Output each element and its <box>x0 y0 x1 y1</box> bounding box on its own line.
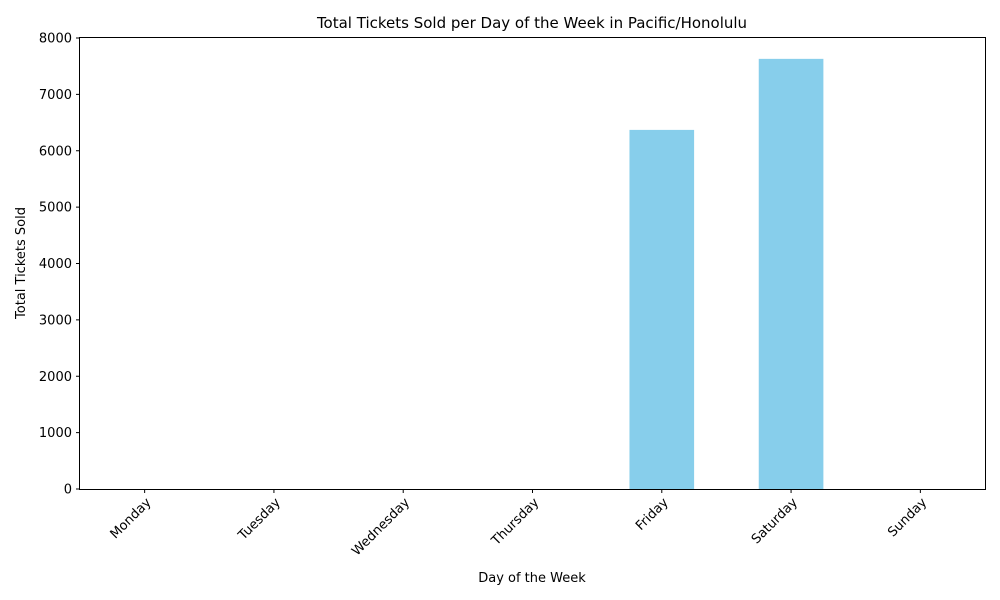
plot-frame <box>79 37 986 490</box>
bar-friday <box>629 129 695 490</box>
chart-title: Total Tickets Sold per Day of the Week i… <box>316 14 747 32</box>
y-tick-label: 8000 <box>39 32 72 47</box>
x-tick-label: Wednesday <box>349 495 413 559</box>
x-tick-label: Tuesday <box>235 495 284 544</box>
x-tick-label: Monday <box>108 495 155 542</box>
y-axis-label: Total Tickets Sold <box>14 207 29 320</box>
bar-saturday <box>758 58 824 489</box>
x-tick-label: Saturday <box>749 495 801 547</box>
x-tick-label: Friday <box>633 495 672 534</box>
y-tick-label: 3000 <box>39 313 72 328</box>
x-tick-label: Thursday <box>488 495 542 549</box>
y-tick-label: 1000 <box>39 426 72 441</box>
y-axis: 0 1000 2000 3000 4000 5000 6000 7000 8000 <box>39 32 80 498</box>
y-tick-label: 4000 <box>39 257 72 272</box>
bars-group <box>629 58 824 490</box>
y-tick-label: 6000 <box>39 144 72 159</box>
y-tick-label: 2000 <box>39 370 72 385</box>
x-axis-label: Day of the Week <box>478 571 586 586</box>
y-tick-label: 0 <box>64 483 72 498</box>
y-tick-label: 5000 <box>39 201 72 216</box>
x-axis: Monday Tuesday Wednesday Thursday Friday Satu… <box>108 489 930 559</box>
y-tick-label: 7000 <box>39 88 72 103</box>
x-tick-label: Sunday <box>885 495 930 540</box>
